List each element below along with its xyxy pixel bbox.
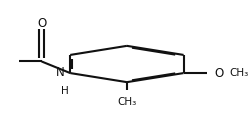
Text: H: H	[60, 86, 68, 96]
Text: CH₃: CH₃	[229, 68, 248, 78]
Text: CH₃: CH₃	[117, 97, 137, 107]
Text: O: O	[214, 67, 223, 80]
Text: N: N	[56, 66, 64, 79]
Text: O: O	[37, 17, 46, 30]
